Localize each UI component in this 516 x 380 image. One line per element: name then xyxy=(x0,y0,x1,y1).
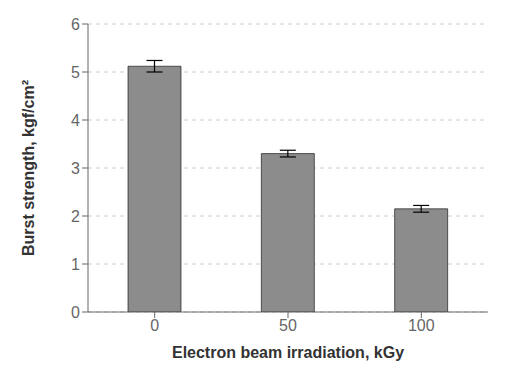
svg-text:50: 50 xyxy=(279,317,297,334)
svg-text:100: 100 xyxy=(408,317,435,334)
svg-text:Electron beam irradiation, kGy: Electron beam irradiation, kGy xyxy=(172,344,404,361)
svg-text:4: 4 xyxy=(71,112,80,129)
svg-text:0: 0 xyxy=(71,304,80,321)
svg-text:6: 6 xyxy=(71,16,80,33)
svg-text:2: 2 xyxy=(71,208,80,225)
svg-text:Burst strength, kgf/cm²: Burst strength, kgf/cm² xyxy=(20,80,37,256)
svg-text:1: 1 xyxy=(71,256,80,273)
svg-text:3: 3 xyxy=(71,160,80,177)
svg-text:5: 5 xyxy=(71,64,80,81)
svg-text:0: 0 xyxy=(150,317,159,334)
